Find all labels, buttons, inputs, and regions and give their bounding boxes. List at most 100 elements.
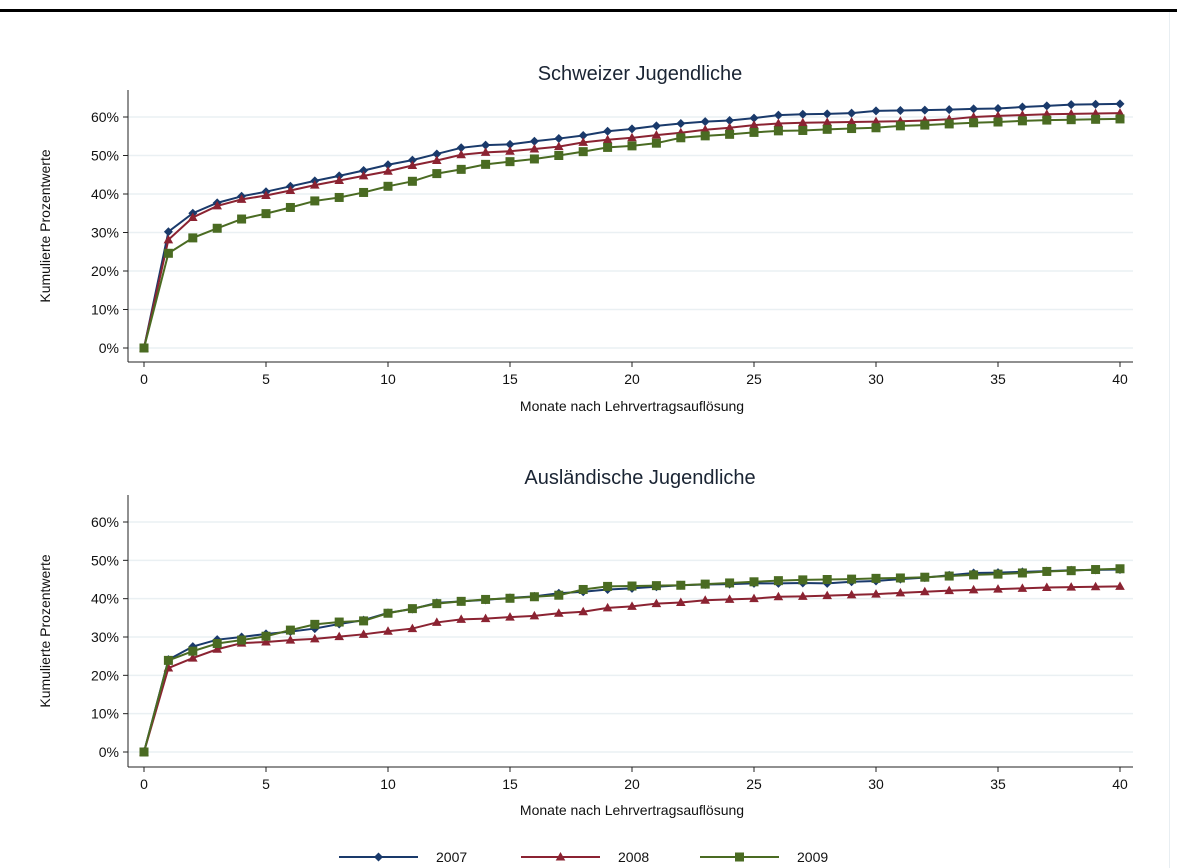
panel-title: Schweizer Jugendliche bbox=[538, 63, 743, 85]
y-tick-label: 50% bbox=[91, 148, 119, 164]
data-point-2008 bbox=[480, 613, 491, 623]
data-point-2008 bbox=[432, 155, 442, 165]
data-point-2008 bbox=[163, 234, 174, 244]
data-point-2009 bbox=[505, 593, 515, 603]
data-point-2009 bbox=[773, 576, 783, 586]
legend-label: 2007 bbox=[436, 849, 467, 865]
y-tick-label: 10% bbox=[91, 302, 119, 318]
data-point-2007 bbox=[700, 117, 710, 127]
x-tick-label: 35 bbox=[990, 371, 1006, 387]
x-tick-label: 25 bbox=[746, 371, 762, 387]
data-point-2007 bbox=[359, 166, 369, 176]
data-point-2009 bbox=[334, 617, 344, 627]
panel-2: 0% 10% 20% 30% 40% 50% 60% 0 5 10 15 20 25 30 35 40 Ausl… bbox=[37, 467, 1133, 818]
legend: 2007 2008 2009 bbox=[339, 849, 828, 865]
data-point-2009 bbox=[700, 579, 710, 589]
data-point-2007 bbox=[481, 140, 491, 150]
data-point-2008 bbox=[651, 598, 662, 608]
legend-item-2008: 2008 bbox=[521, 849, 649, 865]
data-point-2007 bbox=[871, 106, 881, 116]
y-tick-label: 50% bbox=[91, 552, 119, 568]
data-point-2007 bbox=[676, 119, 686, 129]
x-tick-label: 0 bbox=[140, 371, 148, 387]
data-point-2007 bbox=[920, 105, 930, 115]
data-point-2009 bbox=[383, 608, 393, 618]
data-point-2009 bbox=[871, 573, 881, 583]
legend-swatch-marker bbox=[735, 852, 744, 862]
data-point-2008 bbox=[261, 636, 271, 646]
data-point-2008 bbox=[1090, 581, 1101, 591]
data-point-2008 bbox=[188, 212, 198, 221]
data-point-2009 bbox=[749, 577, 759, 587]
data-point-2009 bbox=[456, 164, 466, 174]
data-point-2007 bbox=[383, 160, 393, 170]
data-point-2009 bbox=[1066, 566, 1076, 576]
data-point-2009 bbox=[139, 343, 149, 353]
data-point-2009 bbox=[212, 223, 222, 233]
series-2009 bbox=[139, 564, 1125, 757]
data-point-2009 bbox=[481, 159, 491, 169]
data-point-2008 bbox=[554, 141, 564, 151]
data-point-2008 bbox=[578, 137, 588, 146]
data-point-2008 bbox=[1017, 583, 1028, 592]
data-point-2008 bbox=[798, 117, 808, 127]
data-point-2009 bbox=[969, 570, 979, 580]
panel-title: Ausländische Jugendliche bbox=[524, 467, 755, 489]
data-point-2008 bbox=[383, 626, 393, 635]
data-point-2007 bbox=[578, 130, 588, 140]
data-point-2008 bbox=[480, 147, 491, 156]
data-point-2009 bbox=[188, 646, 198, 656]
data-point-2007 bbox=[651, 121, 661, 131]
legend-item-2007: 2007 bbox=[339, 849, 467, 865]
data-point-2009 bbox=[1066, 115, 1076, 125]
data-point-2008 bbox=[993, 110, 1003, 120]
x-tick-label: 40 bbox=[1112, 776, 1128, 792]
data-point-2008 bbox=[822, 590, 832, 600]
data-point-2009 bbox=[578, 147, 588, 157]
x-tick-label: 25 bbox=[746, 776, 762, 792]
data-point-2008 bbox=[334, 631, 344, 641]
data-point-2009 bbox=[993, 569, 1003, 579]
data-point-2009 bbox=[212, 639, 222, 649]
data-point-2009 bbox=[847, 574, 857, 584]
data-point-2009 bbox=[237, 214, 247, 224]
data-point-2009 bbox=[1115, 564, 1125, 574]
data-point-2008 bbox=[456, 614, 466, 623]
data-point-2008 bbox=[310, 633, 320, 643]
data-point-2008 bbox=[920, 586, 930, 596]
data-point-2009 bbox=[944, 119, 954, 129]
y-tick-label: 0% bbox=[99, 744, 119, 760]
data-point-2007 bbox=[456, 143, 466, 153]
data-point-2008 bbox=[724, 594, 735, 603]
legend-swatch-marker bbox=[374, 852, 383, 862]
data-point-2009 bbox=[481, 594, 491, 604]
data-point-2009 bbox=[871, 123, 881, 133]
legend-label: 2008 bbox=[618, 849, 649, 865]
y-tick-label: 20% bbox=[91, 667, 119, 683]
data-point-2008 bbox=[554, 608, 564, 617]
data-point-2009 bbox=[163, 248, 173, 258]
data-point-2009 bbox=[188, 233, 198, 243]
data-point-2009 bbox=[529, 592, 539, 602]
plot-area bbox=[128, 495, 1133, 767]
data-point-2008 bbox=[871, 116, 881, 126]
top-rule bbox=[0, 9, 1177, 12]
data-point-2008 bbox=[700, 124, 710, 134]
x-tick-label: 10 bbox=[380, 776, 396, 792]
data-point-2008 bbox=[822, 117, 832, 126]
data-point-2009 bbox=[1042, 566, 1052, 576]
x-tick-label: 40 bbox=[1112, 371, 1128, 387]
data-point-2008 bbox=[285, 185, 296, 195]
data-point-2008 bbox=[578, 606, 588, 616]
data-point-2009 bbox=[261, 209, 271, 219]
data-point-2008 bbox=[1115, 581, 1125, 590]
y-tick-label: 40% bbox=[91, 591, 119, 607]
x-tick-label: 30 bbox=[868, 371, 884, 387]
data-point-2008 bbox=[1066, 582, 1076, 591]
data-point-2009 bbox=[651, 138, 661, 148]
data-point-2008 bbox=[1042, 582, 1052, 592]
data-point-2009 bbox=[285, 202, 295, 212]
data-point-2008 bbox=[432, 617, 442, 626]
right-rule bbox=[1169, 12, 1170, 868]
x-tick-label: 5 bbox=[262, 371, 270, 387]
